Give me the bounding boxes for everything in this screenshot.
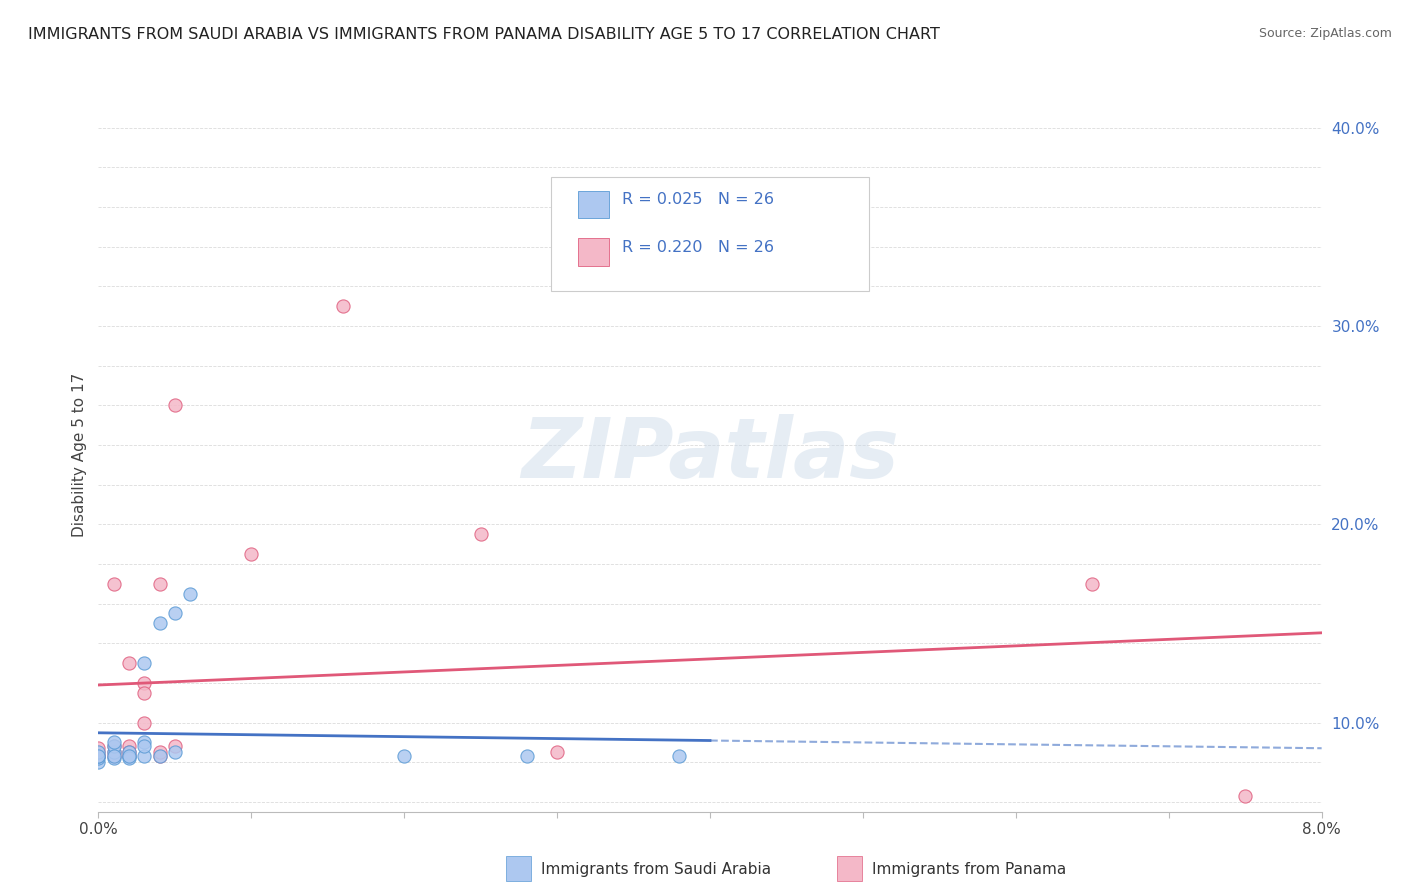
Point xyxy=(134,656,156,670)
Point xyxy=(668,749,690,764)
Text: Immigrants from Panama: Immigrants from Panama xyxy=(872,863,1066,877)
Point xyxy=(516,749,538,764)
Point xyxy=(149,576,172,591)
Point xyxy=(134,686,156,700)
Point xyxy=(134,735,156,749)
Point xyxy=(103,745,125,759)
Point xyxy=(134,739,156,754)
Point xyxy=(118,749,141,764)
Point xyxy=(87,751,110,765)
Point xyxy=(103,576,125,591)
Point xyxy=(470,527,492,541)
Point xyxy=(103,745,125,759)
Point xyxy=(103,751,125,765)
Point xyxy=(103,739,125,754)
Point xyxy=(103,749,125,764)
Point xyxy=(87,749,110,764)
Point xyxy=(149,749,172,764)
FancyBboxPatch shape xyxy=(578,191,609,218)
Point xyxy=(103,739,125,754)
Point xyxy=(118,751,141,765)
Point xyxy=(118,745,141,759)
Point xyxy=(149,745,172,759)
Point xyxy=(163,607,186,621)
Text: ZIPatlas: ZIPatlas xyxy=(522,415,898,495)
Point xyxy=(87,755,110,769)
Point xyxy=(240,547,263,561)
Point xyxy=(87,745,110,759)
Point xyxy=(1081,576,1104,591)
Point xyxy=(392,749,416,764)
Point xyxy=(163,398,186,412)
Point xyxy=(134,676,156,690)
Text: R = 0.025   N = 26: R = 0.025 N = 26 xyxy=(621,192,773,207)
Point xyxy=(118,749,141,764)
Point xyxy=(87,749,110,764)
FancyBboxPatch shape xyxy=(551,177,869,291)
Point xyxy=(149,616,172,631)
Point xyxy=(163,739,186,754)
Point xyxy=(118,749,141,764)
Point xyxy=(87,745,110,759)
Point xyxy=(87,749,110,764)
Point xyxy=(332,299,354,313)
Text: Immigrants from Saudi Arabia: Immigrants from Saudi Arabia xyxy=(541,863,772,877)
Point xyxy=(118,656,141,670)
Point xyxy=(149,749,172,764)
Point xyxy=(103,735,125,749)
Point xyxy=(87,749,110,764)
Text: Source: ZipAtlas.com: Source: ZipAtlas.com xyxy=(1258,27,1392,40)
Point xyxy=(546,745,568,759)
Point xyxy=(134,715,156,730)
Point xyxy=(118,739,141,754)
Point xyxy=(118,745,141,759)
Point xyxy=(103,749,125,764)
Text: R = 0.220   N = 26: R = 0.220 N = 26 xyxy=(621,241,773,255)
Point xyxy=(163,745,186,759)
Point xyxy=(1234,789,1257,803)
Y-axis label: Disability Age 5 to 17: Disability Age 5 to 17 xyxy=(72,373,87,537)
Text: IMMIGRANTS FROM SAUDI ARABIA VS IMMIGRANTS FROM PANAMA DISABILITY AGE 5 TO 17 CO: IMMIGRANTS FROM SAUDI ARABIA VS IMMIGRAN… xyxy=(28,27,941,42)
Point xyxy=(87,741,110,756)
FancyBboxPatch shape xyxy=(578,238,609,266)
Point xyxy=(134,749,156,764)
Point xyxy=(179,587,201,601)
